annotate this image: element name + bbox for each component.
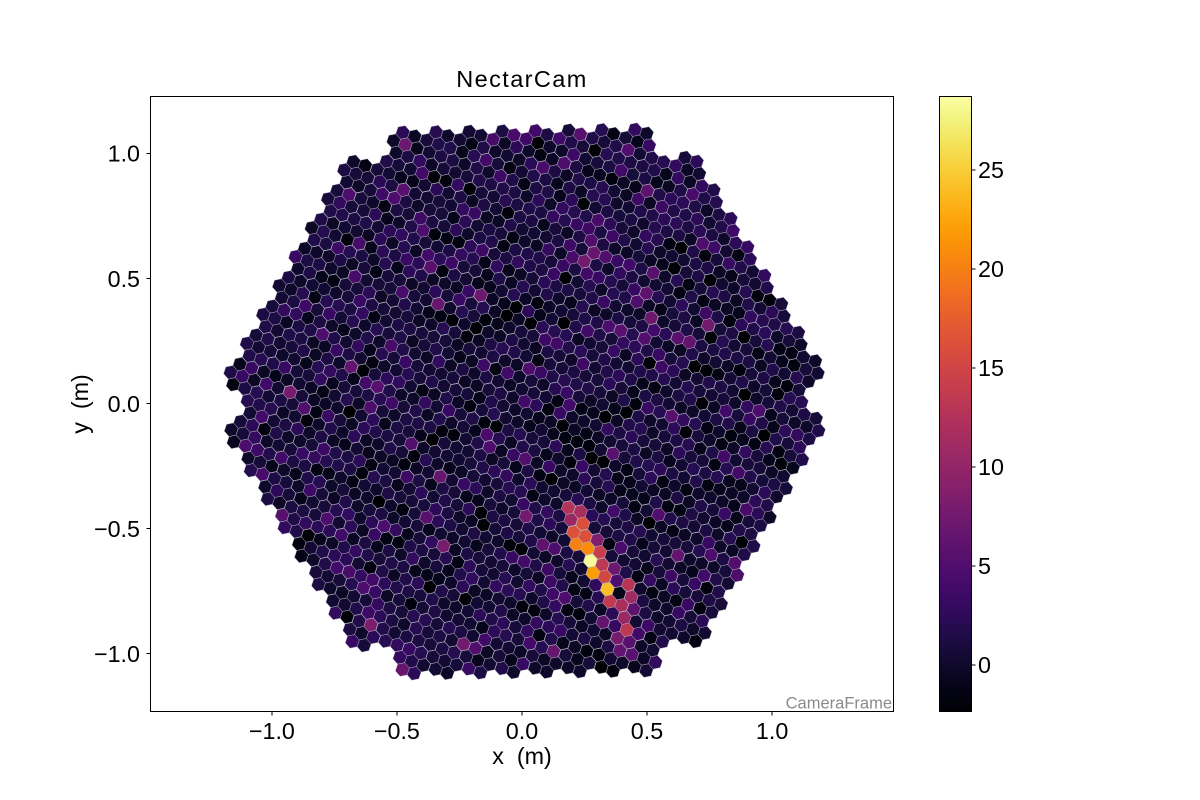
svg-text:0.5: 0.5 bbox=[631, 718, 663, 744]
svg-text:0.0: 0.0 bbox=[108, 391, 140, 417]
svg-text:0.0: 0.0 bbox=[506, 718, 538, 744]
svg-text:1.0: 1.0 bbox=[756, 718, 788, 744]
svg-text:−1.0: −1.0 bbox=[249, 718, 295, 744]
svg-text:CameraFrame: CameraFrame bbox=[786, 695, 892, 713]
svg-text:10: 10 bbox=[978, 454, 1004, 480]
svg-text:0: 0 bbox=[978, 652, 991, 678]
svg-text:15: 15 bbox=[978, 355, 1004, 381]
svg-text:−1.0: −1.0 bbox=[94, 641, 140, 667]
svg-text:NectarCam: NectarCam bbox=[456, 66, 587, 92]
svg-text:1.0: 1.0 bbox=[108, 141, 140, 167]
svg-text:−0.5: −0.5 bbox=[374, 718, 420, 744]
svg-text:20: 20 bbox=[978, 256, 1004, 282]
svg-text:5: 5 bbox=[978, 553, 991, 579]
svg-text:−0.5: −0.5 bbox=[94, 516, 140, 542]
svg-text:y (m): y (m) bbox=[67, 374, 93, 434]
svg-text:0.5: 0.5 bbox=[108, 266, 140, 292]
svg-text:x (m): x (m) bbox=[492, 743, 552, 769]
svg-text:25: 25 bbox=[978, 157, 1004, 183]
